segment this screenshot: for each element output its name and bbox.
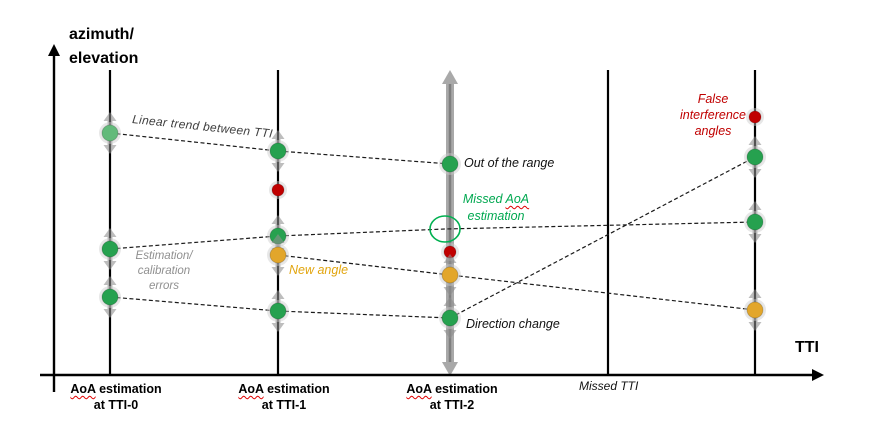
aoa-dot	[269, 246, 287, 264]
tick2-line2: at TTI-2	[429, 398, 475, 412]
arrow-up	[271, 215, 285, 224]
trend-dashed-line	[109, 296, 451, 319]
aoa-dot	[748, 110, 762, 124]
down-arrowhead-icon	[442, 362, 458, 376]
aoa-dot	[101, 288, 119, 306]
tick0-aoa: AoA	[70, 382, 96, 396]
missed-aoa-word: AoA	[505, 192, 530, 206]
direction-change-label: Direction change	[466, 317, 560, 331]
y-axis-label: azimuth/ elevation	[69, 26, 139, 67]
arrow-down	[443, 287, 457, 296]
tick0-line2: at TTI-0	[93, 398, 139, 412]
arrow-down	[271, 267, 285, 276]
aoa-dot	[271, 183, 285, 197]
arrow-up	[271, 130, 285, 139]
missed-aoa-pre: Missed	[462, 192, 506, 206]
up-arrowhead-icon	[442, 70, 458, 84]
arrow-down	[748, 169, 762, 178]
estimation-errors-label: Estimation/ calibration errors	[135, 250, 193, 292]
aoa-dot	[746, 148, 764, 166]
out-of-range-label: Out of the range	[464, 156, 555, 170]
arrow-up	[103, 228, 117, 237]
y-axis-arrowhead-icon	[48, 44, 60, 56]
aoa-dot	[746, 301, 764, 319]
arrow-up	[748, 136, 762, 145]
arrow-up	[271, 234, 285, 243]
tick-label-tti-1: AoA estimation at TTI-1	[214, 381, 354, 413]
missed-estimation-circle	[429, 215, 461, 243]
tick1-aoa: AoA	[238, 382, 264, 396]
arrow-down	[103, 261, 117, 270]
arrow-up	[748, 201, 762, 210]
arrow-down	[103, 145, 117, 154]
arrow-up	[103, 276, 117, 285]
tick-label-tti-2: AoA estimation at TTI-2	[382, 381, 522, 413]
tick2-aoa: AoA	[406, 382, 432, 396]
tick1-rest: estimation	[263, 382, 330, 396]
tick2-rest: estimation	[431, 382, 498, 396]
aoa-dot	[441, 309, 459, 327]
aoa-dot	[746, 213, 764, 231]
aoa-dot	[269, 302, 287, 320]
trend-dashed-line	[277, 254, 756, 311]
arrow-up	[271, 290, 285, 299]
arrow-up	[443, 254, 457, 263]
arrow-down	[443, 330, 457, 339]
arrow-down	[748, 234, 762, 243]
x-axis-label: TTI	[795, 339, 819, 356]
aoa-dot	[441, 266, 459, 284]
arrow-up	[748, 289, 762, 298]
arrow-down	[271, 323, 285, 332]
missed-aoa-label: Missed AoA estimation	[450, 191, 542, 225]
x-axis-arrowhead-icon	[812, 369, 824, 381]
aoa-dot	[269, 142, 287, 160]
aoa-dot	[101, 240, 119, 258]
trend-dashed-line	[449, 156, 756, 319]
missed-aoa-line2: estimation	[467, 209, 525, 223]
tick1-line2: at TTI-1	[261, 398, 307, 412]
tick-label-tti-0: AoA estimation at TTI-0	[46, 381, 186, 413]
arrow-up	[443, 297, 457, 306]
aoa-dot	[441, 155, 459, 173]
new-angle-label: New angle	[289, 263, 349, 277]
false-interference-label: False interference angles	[679, 92, 746, 138]
aoa-dot	[101, 124, 119, 142]
arrow-up	[103, 112, 117, 121]
arrow-down	[748, 322, 762, 331]
tick0-rest: estimation	[95, 382, 162, 396]
arrow-down	[271, 163, 285, 172]
trend-dashed-line	[109, 221, 756, 250]
missed-tti-label: Missed TTI	[579, 379, 639, 393]
arrow-down	[103, 309, 117, 318]
